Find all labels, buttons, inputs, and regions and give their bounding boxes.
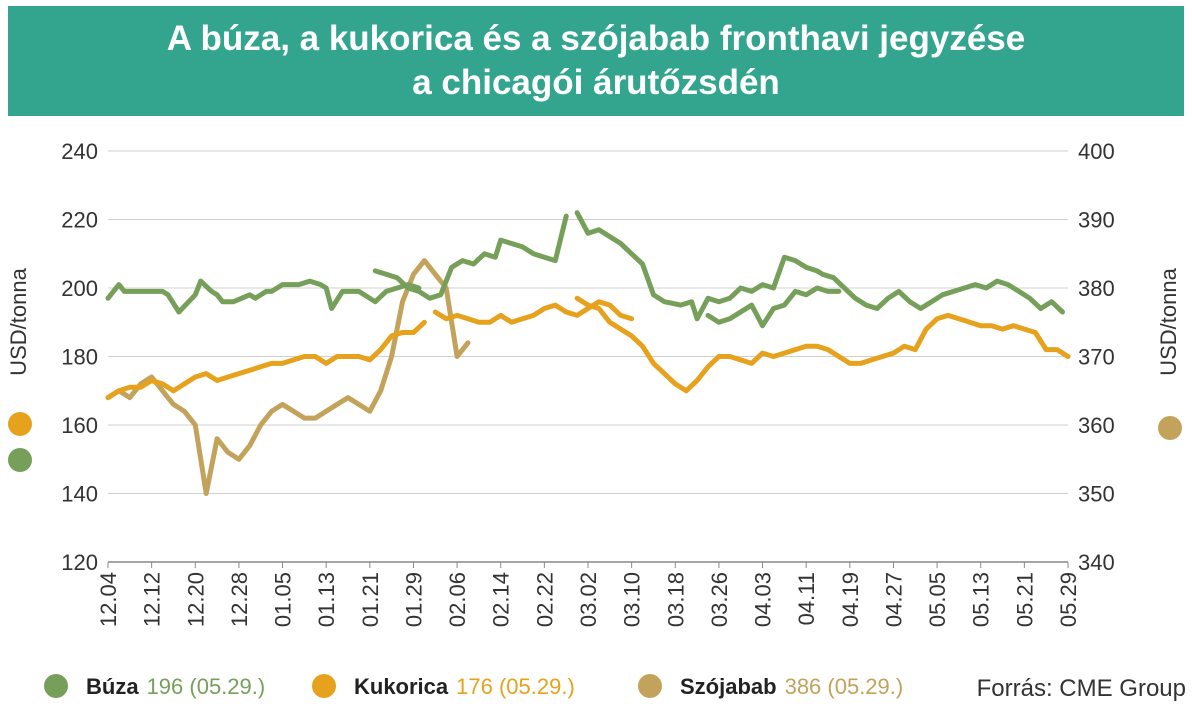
x-tick-label: 02.14 (489, 572, 514, 627)
legend-series-name: Kukorica (354, 674, 449, 699)
legend: Búza 196 (05.29.) Kukorica 176 (05.29.) Szój… (44, 674, 1186, 702)
x-tick-label: 12.12 (140, 572, 165, 627)
y-right-axis-title: USD/tonna (1156, 267, 1181, 375)
y-left-tick-label: 180 (61, 345, 98, 370)
y-left-tick-label: 240 (61, 139, 98, 164)
x-tick-label: 01.05 (271, 572, 296, 627)
axis-markers (8, 412, 1182, 472)
axes: 120 340 140 350 160 360 180 370 200 380 220 390 240 4… (6, 139, 1181, 627)
x-tick-label: 04.27 (881, 572, 906, 627)
y-right-tick-label: 380 (1078, 276, 1115, 301)
x-tick-label: 04.03 (751, 572, 776, 627)
x-tick-label: 02.06 (445, 572, 470, 627)
x-tick-label: 03.26 (707, 572, 732, 627)
source-note: Forrás: CME Group (977, 675, 1186, 702)
y-right-tick-label: 350 (1078, 482, 1115, 507)
y-right-tick-label: 370 (1078, 345, 1115, 370)
x-tick-label: 03.18 (663, 572, 688, 627)
chart-title-banner: A búza, a kukorica és a szójabab frontha… (8, 6, 1184, 116)
x-tick-label: 12.20 (183, 572, 208, 627)
y-left-axis-title: USD/tonna (6, 267, 31, 375)
x-tick-label: 05.21 (1012, 572, 1037, 627)
buza-axis-marker (8, 448, 32, 472)
chart-title-line-1: A búza, a kukorica és a szójabab frontha… (166, 19, 1026, 58)
series-line-bza (105, 278, 422, 315)
x-tick-label: 05.29 (1056, 572, 1081, 627)
series-line-bza (574, 210, 1065, 322)
legend-series-value: 176 (05.29.) (456, 674, 575, 699)
legend-series-value: 196 (05.29.) (147, 674, 266, 699)
x-tick-label: 05.05 (925, 572, 950, 627)
x-tick-label: 01.29 (401, 572, 426, 627)
y-left-tick-label: 220 (61, 208, 98, 233)
szojabab-axis-marker (1158, 416, 1182, 440)
series-line-kukorica (432, 299, 635, 325)
x-tick-label: 02.22 (532, 572, 557, 627)
gridlines (108, 150, 1068, 563)
y-right-tick-label: 400 (1078, 139, 1115, 164)
series-line-bza (372, 213, 569, 301)
y-left-tick-label: 120 (61, 550, 98, 575)
y-right-tick-label: 390 (1078, 208, 1115, 233)
x-tick-label: 12.04 (96, 572, 121, 627)
legend-swatch (638, 674, 662, 698)
x-tick-label: 01.13 (314, 572, 339, 627)
series-line-szjabab (105, 258, 471, 496)
legend-swatch (312, 674, 336, 698)
y-left-tick-label: 200 (61, 276, 98, 301)
x-tick-label: 12.28 (227, 572, 252, 627)
y-right-tick-label: 360 (1078, 413, 1115, 438)
x-tick-label: 05.13 (969, 572, 994, 627)
legend-series-name: Búza (86, 674, 139, 699)
series-line-bza (705, 285, 842, 329)
series-lines (105, 210, 1071, 496)
legend-swatch (44, 674, 68, 698)
x-tick-label: 01.21 (358, 572, 383, 627)
legend-series-name: Szójabab (680, 674, 777, 699)
series-line-kukorica (105, 319, 427, 401)
y-left-tick-label: 160 (61, 413, 98, 438)
kukorica-axis-marker (8, 412, 32, 436)
x-tick-label: 03.02 (576, 572, 601, 627)
series-line-kukorica (574, 295, 1071, 394)
y-left-tick-label: 140 (61, 482, 98, 507)
x-tick-label: 04.19 (838, 572, 863, 627)
legend-series-value: 386 (05.29.) (785, 674, 904, 699)
x-tick-label: 03.10 (620, 572, 645, 627)
x-tick-label: 04.11 (794, 572, 819, 625)
chart-title-line-2: a chicagói árutőzsdén (412, 63, 780, 102)
y-right-tick-label: 340 (1078, 550, 1115, 575)
